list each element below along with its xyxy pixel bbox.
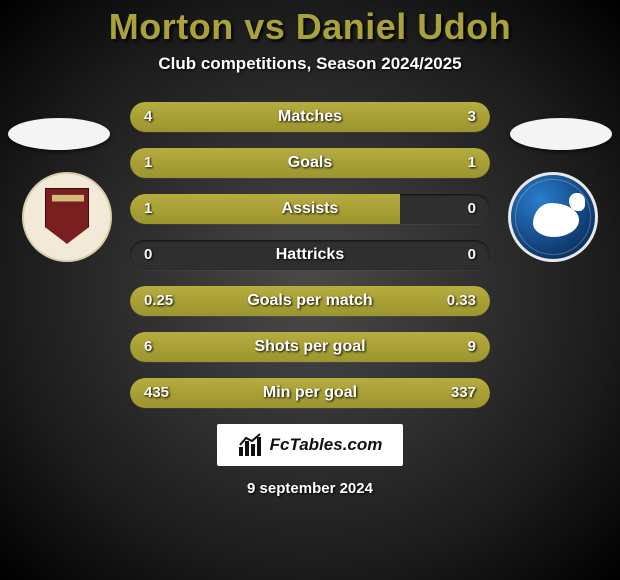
stat-value-right: 1 — [468, 148, 476, 178]
chart-icon — [238, 433, 264, 457]
club-crest-right — [508, 172, 598, 262]
bar-right — [310, 148, 490, 178]
stat-row: 43Matches — [130, 102, 490, 132]
stat-row: 435337Min per goal — [130, 378, 490, 408]
stat-value-left: 0 — [144, 240, 152, 270]
stat-value-left: 1 — [144, 194, 152, 224]
stat-value-left: 0.25 — [144, 286, 173, 316]
stat-value-right: 9 — [468, 332, 476, 362]
stat-value-left: 6 — [144, 332, 152, 362]
bar-left — [130, 102, 335, 132]
stat-label: Hattricks — [130, 240, 490, 270]
watermark: FcTables.com — [217, 424, 403, 466]
stat-value-right: 0 — [468, 194, 476, 224]
shield-icon — [45, 188, 89, 244]
stat-value-left: 1 — [144, 148, 152, 178]
stat-row: 0 0Hattricks — [130, 240, 490, 270]
bar-left — [130, 194, 400, 224]
stat-value-right: 0.33 — [447, 286, 476, 316]
page-title: Morton vs Daniel Udoh — [0, 6, 620, 48]
stat-value-right: 337 — [451, 378, 476, 408]
comparison-infographic: Morton vs Daniel Udoh Club competitions,… — [0, 0, 620, 580]
subtitle: Club competitions, Season 2024/2025 — [0, 54, 620, 74]
bar-right — [274, 332, 490, 362]
stat-row: 11Goals — [130, 148, 490, 178]
stat-row: 0.250.33Goals per match — [130, 286, 490, 316]
stat-value-left: 435 — [144, 378, 169, 408]
watermark-text: FcTables.com — [270, 435, 383, 455]
club-crest-left — [22, 172, 112, 262]
stat-row: 10Assists — [130, 194, 490, 224]
stat-row: 69Shots per goal — [130, 332, 490, 362]
date-label: 9 september 2024 — [0, 480, 620, 497]
bar-left — [130, 148, 310, 178]
stat-value-left: 4 — [144, 102, 152, 132]
pedestal-right — [510, 118, 612, 150]
stat-value-right: 0 — [468, 240, 476, 270]
pedestal-left — [8, 118, 110, 150]
stat-bars: 43Matches11Goals10Assists00Hattricks0.25… — [130, 102, 490, 408]
stat-value-right: 3 — [468, 102, 476, 132]
